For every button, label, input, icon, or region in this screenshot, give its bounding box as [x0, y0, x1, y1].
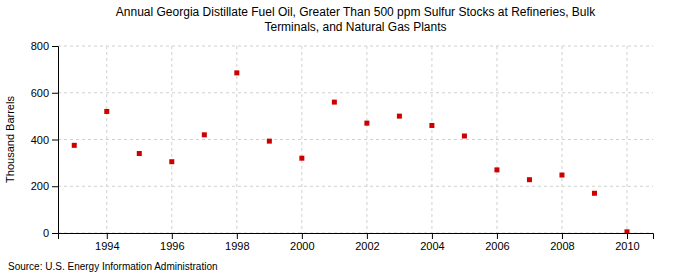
y-tick-mark — [52, 186, 58, 187]
y-tick-label: 400 — [31, 134, 49, 146]
x-grid-line — [301, 46, 302, 233]
y-tick-mark — [52, 140, 58, 141]
point — [559, 173, 564, 178]
chart: 1994 1996 1998 2000 2002 2004 2006 2008 2010 0 200… — [0, 0, 675, 275]
point — [429, 123, 434, 128]
y-tick-label: 200 — [31, 180, 49, 192]
point — [234, 70, 239, 75]
y-tick-mark — [52, 233, 58, 234]
point — [527, 177, 532, 182]
points — [72, 70, 630, 233]
x-tick-label: 1994 — [95, 240, 119, 252]
x-tick-mark — [627, 233, 628, 239]
y-axis: 0 200 400 600 800 — [31, 40, 59, 239]
point — [202, 132, 207, 137]
x-grid-line — [626, 46, 627, 233]
y-axis-line — [52, 47, 59, 234]
y-tick: 400 — [31, 134, 58, 146]
point — [137, 151, 142, 156]
x-tick-mark — [237, 233, 238, 239]
x-tick-label: 1998 — [225, 240, 249, 252]
point — [104, 109, 109, 114]
x-tick-mark — [107, 233, 108, 239]
x-tick-mark — [562, 233, 563, 239]
x-tick: 2000 — [290, 233, 314, 252]
x-axis-line — [59, 234, 654, 240]
y-grid-line — [58, 139, 653, 140]
x-tick-label: 2006 — [485, 240, 509, 252]
title: Annual Georgia Distillate Fuel Oil, Grea… — [116, 5, 596, 34]
x-tick-mark — [432, 233, 433, 239]
x-tick-mark — [302, 233, 303, 239]
x-tick: 1998 — [225, 233, 249, 252]
x-tick-label: 2004 — [420, 240, 444, 252]
x-tick-label: 2002 — [355, 240, 379, 252]
x-tick-mark — [497, 233, 498, 239]
x-tick: 2002 — [355, 233, 379, 252]
annotation: Source: U.S. Energy Information Administ… — [8, 261, 218, 272]
y-tick-label: 0 — [43, 227, 49, 239]
y-tick-label: 800 — [31, 40, 49, 52]
point — [267, 139, 272, 144]
x-axis: 1994 1996 1998 2000 2002 2004 2006 2008 2010 — [59, 233, 654, 252]
x-tick-mark — [172, 233, 173, 239]
point — [72, 143, 77, 148]
y-tick: 200 — [31, 180, 58, 192]
y-tick-mark — [52, 46, 58, 47]
point — [169, 159, 174, 164]
point — [462, 133, 467, 138]
y-tick-mark — [52, 93, 58, 94]
y-tick: 800 — [31, 40, 58, 52]
point — [364, 121, 369, 126]
plot-area: 1994 1996 1998 2000 2002 2004 2006 2008 2010 0 200… — [31, 40, 654, 252]
point — [299, 156, 304, 161]
x-tick: 2008 — [550, 233, 574, 252]
x-tick-label: 2008 — [550, 240, 574, 252]
x-tick: 2004 — [420, 233, 444, 252]
point — [592, 191, 597, 196]
x-tick: 2006 — [485, 233, 509, 252]
grid — [58, 46, 653, 233]
y-grid-line — [58, 92, 653, 93]
point — [494, 167, 499, 172]
x-tick: 2010 — [615, 233, 639, 252]
y-tick-label: 600 — [31, 87, 49, 99]
y-tick: 0 — [43, 227, 58, 239]
x-tick: 1996 — [160, 233, 184, 252]
x-tick-label: 2000 — [290, 240, 314, 252]
point — [397, 114, 402, 119]
y-grid-line — [58, 46, 653, 47]
point — [624, 229, 629, 233]
x-tick-mark — [367, 233, 368, 239]
y-grid-line — [58, 186, 653, 187]
x-tick-label: 1996 — [160, 240, 184, 252]
x-tick-label: 2010 — [615, 240, 639, 252]
x-tick: 1994 — [95, 233, 119, 252]
point — [332, 100, 337, 105]
y-axis-label: Thousand Barrels — [4, 96, 16, 183]
y-tick: 600 — [31, 87, 58, 99]
